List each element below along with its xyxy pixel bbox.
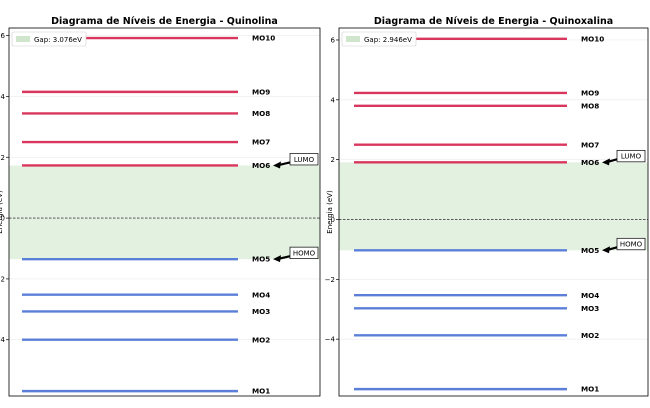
chart-title: Diagrama de Níveis de Energia - Quinolin… [51,16,278,27]
y-tick-label-2: 0 [331,216,335,224]
level-label-mo5: MO5 [581,246,599,255]
homo-callout-box [616,237,646,251]
y-tick-label-4: 4 [1,93,6,101]
level-label-mo7: MO7 [581,140,599,149]
y-tick-label-1: −2 [325,276,335,284]
y-axis-label: Energia (eV) [326,190,334,234]
homo-arrow-head [602,246,610,254]
level-label-mo10: MO10 [252,34,275,43]
level-label-mo2: MO2 [581,331,599,340]
y-axis-label: Energia (eV) [0,190,4,234]
y-tick-label-1: −2 [0,275,5,283]
y-tick-label-3: 2 [1,154,5,162]
legend-label: Gap: 2.946eV [364,36,412,44]
level-label-mo3: MO3 [581,304,599,313]
level-label-mo1: MO1 [581,385,599,394]
chart-panel-2: MO1 MO2 MO3 MO4 MO5 MO6 MO7 MO8 MO9 MO10 LUMO HOMO G… [325,16,649,397]
y-tick-label-0: −4 [325,336,336,344]
plot-frame [338,27,649,397]
plot-frame [8,27,321,397]
level-label-mo2: MO2 [252,335,270,344]
level-label-mo7: MO7 [252,138,270,147]
level-label-mo8: MO8 [252,109,270,118]
level-label-mo9: MO9 [252,87,270,96]
level-label-mo4: MO4 [581,291,599,300]
lumo-callout-box [616,149,646,163]
legend-swatch [346,36,360,42]
level-label-mo3: MO3 [252,307,270,316]
level-label-mo6: MO6 [252,161,270,170]
level-label-mo8: MO8 [581,101,599,110]
homo-callout-box [289,246,319,259]
chart-panel-1: MO1 MO2 MO3 MO4 MO5 MO6 MO7 MO8 MO9 MO10 LUMO HOMO G… [0,16,321,397]
level-label-mo4: MO4 [252,290,270,299]
lumo-callout-box [289,153,319,166]
lumo-callout-label: LUMO [294,156,315,164]
homo-callout-label: HOMO [293,249,316,257]
homo-callout-label: HOMO [620,241,643,249]
level-label-mo1: MO1 [252,387,270,396]
legend-box [341,31,417,47]
level-label-mo10: MO10 [581,34,604,43]
legend-label: Gap: 3.076eV [34,36,82,44]
y-tick-label-0: −4 [0,336,6,344]
level-label-mo6: MO6 [581,158,599,167]
y-tick-label-2: 0 [1,215,5,223]
level-label-mo9: MO9 [581,89,599,98]
gap-region [9,165,320,260]
lumo-arrow-head [273,161,281,169]
legend-swatch [16,36,30,42]
chart-title: Diagrama de Níveis de Energia - Quinoxal… [374,16,613,27]
legend-box [11,31,87,47]
y-tick-label-5: 6 [331,36,336,44]
y-tick-label-4: 4 [331,96,336,104]
homo-arrow-head [273,255,281,263]
level-label-mo5: MO5 [252,255,270,264]
gap-region [339,162,648,251]
lumo-arrow-head [602,158,610,166]
y-tick-label-5: 6 [1,32,6,40]
y-tick-label-3: 2 [331,156,335,164]
lumo-callout-label: LUMO [621,153,642,161]
